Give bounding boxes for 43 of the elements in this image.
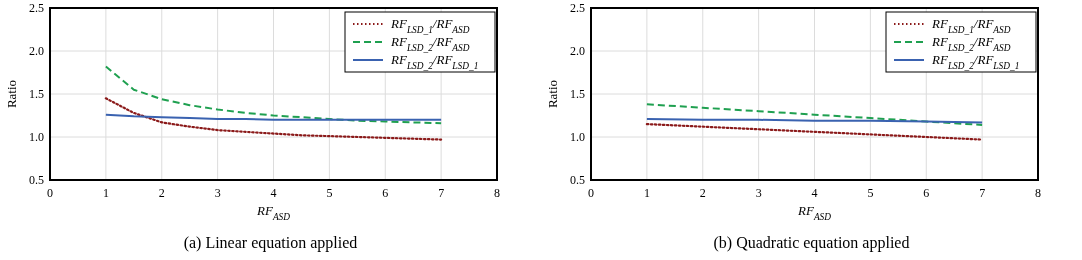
line-series [645, 123, 984, 141]
y-axis-title: Ratio [4, 79, 19, 109]
x-tick-label: 1 [643, 186, 650, 200]
y-axis-title: Ratio [545, 79, 560, 109]
x-tick-label: 3 [755, 186, 762, 200]
y-tick-label: 0.5 [29, 173, 44, 187]
legend-label: RF$_{LSD_2}$/RF$_{ASD}$ [931, 34, 1011, 53]
x-tick-label: 1 [102, 186, 109, 200]
x-tick-label: 4 [270, 186, 277, 200]
x-axis-title: RF$_{ASD}$ [796, 203, 832, 222]
y-tick-label: 1.5 [570, 87, 585, 101]
x-tick-label: 2 [699, 186, 706, 200]
legend-label: RF$_{LSD_2}$/RF$_{LSD_1}$ [390, 52, 479, 71]
line-series [645, 103, 984, 126]
legend-label: RF$_{LSD_1}$/RF$_{ASD}$ [931, 16, 1011, 35]
x-tick-label: 0 [588, 186, 594, 200]
x-axis-title: RF$_{ASD}$ [255, 203, 291, 222]
y-tick-label: 2.0 [29, 44, 44, 58]
x-tick-label: 8 [1035, 186, 1041, 200]
legend-label: RF$_{LSD_2}$/RF$_{ASD}$ [390, 34, 470, 53]
x-tick-label: 6 [923, 186, 930, 200]
y-tick-label: 1.0 [570, 130, 585, 144]
x-tick-label: 2 [158, 186, 165, 200]
legend-label: RF$_{LSD_2}$/RF$_{LSD_1}$ [931, 52, 1020, 71]
text: (a) Linear equation applied [183, 234, 358, 252]
x-tick-label: 0 [47, 186, 53, 200]
y-tick-label: 2.0 [570, 44, 585, 58]
y-tick-label: 1.5 [29, 87, 44, 101]
y-tick-label: 2.5 [570, 1, 585, 15]
x-tick-label: 8 [494, 186, 500, 200]
y-tick-label: 1.0 [29, 130, 44, 144]
x-tick-label: 7 [438, 186, 445, 200]
line-series [104, 97, 443, 141]
text: (b) Quadratic equation applied [713, 234, 910, 252]
legend-label: RF$_{LSD_1}$/RF$_{ASD}$ [390, 16, 470, 35]
x-tick-label: 5 [867, 186, 874, 200]
x-tick-label: 7 [979, 186, 986, 200]
y-tick-label: 2.5 [29, 1, 44, 15]
x-tick-label: 3 [214, 186, 221, 200]
x-tick-label: 5 [326, 186, 333, 200]
x-tick-label: 4 [811, 186, 818, 200]
y-tick-label: 0.5 [570, 173, 585, 187]
x-tick-label: 6 [382, 186, 389, 200]
